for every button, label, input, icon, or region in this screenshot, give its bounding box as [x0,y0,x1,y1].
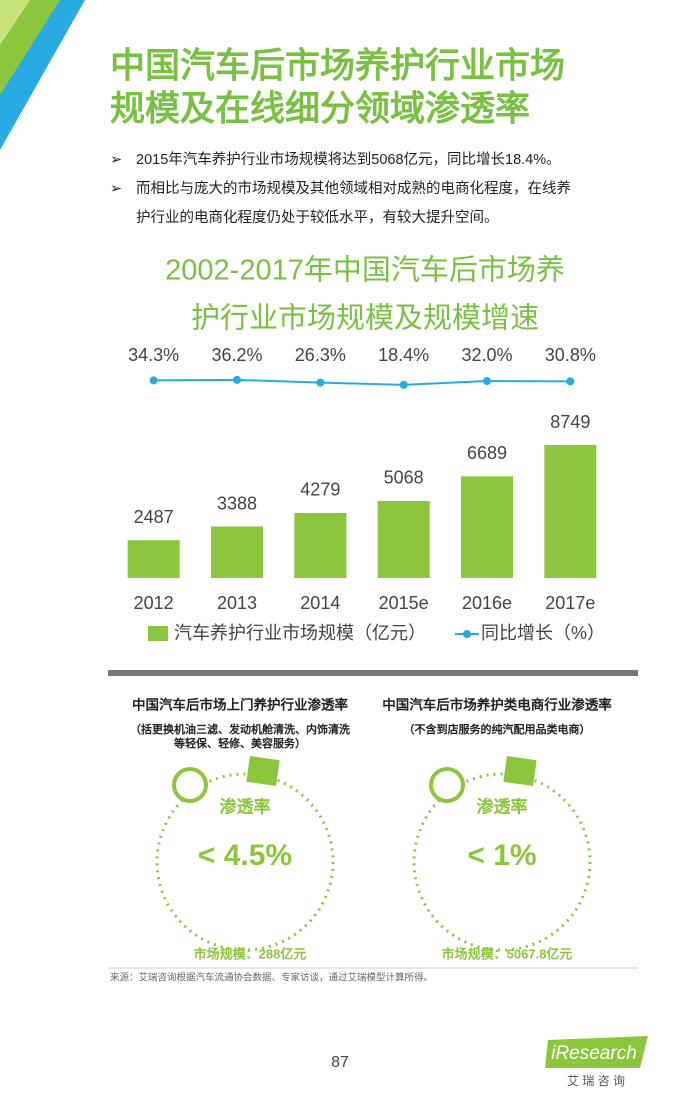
data-label: 4279 [300,480,340,500]
penetration-ring [412,772,592,952]
icon-box [246,756,280,786]
line-point [483,377,491,386]
line-point [233,375,241,384]
page-title: 中国汽车后市场养护行业市场 [110,46,565,85]
x-tick-label: 2012 [134,593,174,613]
line-point [399,380,408,389]
panel-title: 中国汽车后市场养护类电商行业渗透率 [382,697,612,713]
bullet-text: 护行业的电商化程度仍处于较低水平，有较大提升空间。 [136,208,499,226]
bullet-marker: ➢ [110,181,122,197]
chart-title: 护行业市场规模及规模增速 [191,302,539,335]
corner-decoration [0,0,30,45]
penetration-value: < 4.5% [198,839,292,872]
data-label: 2487 [134,507,174,527]
bar [127,540,180,578]
legend-label: 同比增长（%） [481,623,605,643]
bar [211,526,263,578]
icon [172,767,208,803]
panel-label: 渗透率 [220,796,271,816]
chart: 2012 2013 2014 2015e 2016e 2017e 2487 3388 4279 5… [127,345,605,643]
x-tick-label: 2017e [545,593,595,613]
data-label: 18.4% [378,345,429,365]
data-label: 3388 [217,493,257,513]
bullet-text: 而相比与庞大的市场规模及其他领域相对成熟的电商化程度，在线养 [136,180,571,197]
bullet-text: 2015年汽车养护行业市场规模将达到5068亿元，同比增长18.4%。 [136,151,561,168]
line-point [316,378,325,387]
panel-label: 渗透率 [477,796,528,816]
panel-note: 等轻保、轻修、美容服务） [173,736,306,750]
line [153,378,571,386]
logo-background [545,1036,648,1068]
icon [429,767,465,803]
logo-subtitle: 艾 瑞 咨 询 [567,1073,625,1088]
data-label: 30.8% [545,345,596,365]
data-label: 26.3% [295,345,346,365]
source-note: 来源：艾瑞咨询根据汽车流通协会数据、专家访谈，通过艾瑞模型计算所得。 [110,972,433,984]
line-point [566,377,575,386]
bar [461,476,513,578]
chart-title: 2002-2017年中国汽车后市场养 [165,254,565,287]
page-number: 87 [331,1054,349,1071]
icon-box [503,756,537,786]
data-label: 32.0% [461,345,512,365]
data-label: 34.3% [128,345,179,365]
panel-title: 中国汽车后市场上门养护行业渗透率 [132,697,348,713]
x-tick-label: 2014 [300,593,340,613]
data-label: 8749 [550,412,590,432]
x-tick-label: 2015e [379,593,429,613]
page-title: 规模及在线细分领域渗透率 [110,89,530,128]
bullet-marker: ➢ [110,152,122,168]
panels: 中国汽车后市场上门养护行业渗透率 （括更换机油三滤、发动机舱清洗、内饰清洗等轻保、… [130,697,612,962]
bar [294,512,347,578]
x-tick-label: 2016e [462,593,512,613]
bar [377,500,430,578]
penetration-ring [155,772,335,952]
x-tick-label: 2013 [217,593,257,613]
line-point [149,376,158,385]
market-size: 市场规模：5067.8亿元 [442,946,573,961]
data-label: 36.2% [211,345,262,365]
logo: iResearch [551,1043,637,1064]
corner-decoration [0,0,60,95]
market-size: 市场规模：288亿元 [194,946,307,961]
bar [544,445,597,578]
data-label: 5068 [384,468,424,488]
data-label: 6689 [467,443,507,463]
legend-swatch [148,626,168,641]
penetration-value: < 1% [467,839,536,872]
separator [108,670,638,676]
legend-swatch [463,630,471,638]
legend-label: 汽车养护行业市场规模（亿元） [174,623,426,643]
panel-note: （不含到店服务的纯汽配用品类电商） [404,722,591,736]
panel-note: （括更换机油三滤、发动机舱清洗、内饰清洗 [130,722,350,736]
